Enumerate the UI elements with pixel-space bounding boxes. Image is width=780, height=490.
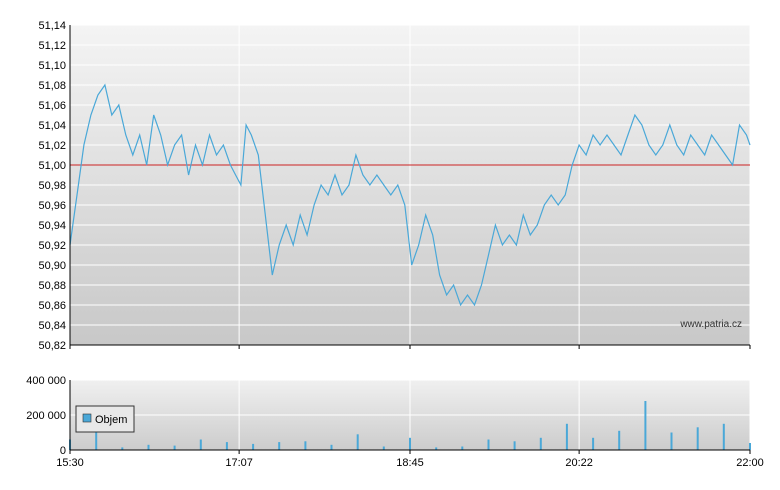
volume-y-tick-label: 200 000 [26,410,66,422]
volume-bar [696,427,699,451]
price-y-tick-label: 50,88 [38,280,66,292]
price-y-tick-label: 51,12 [38,40,66,52]
volume-panel: 400 000 200 000 0 15:30 17:07 18:45 20:22 22:0… [26,375,764,469]
volume-bar [461,446,464,450]
price-y-tick-label: 51,10 [38,60,66,72]
volume-bar [304,441,307,451]
volume-x-tick-labels: 15:30 17:07 18:45 20:22 22:00 [56,450,764,469]
volume-bar [95,425,98,450]
price-y-tick-label: 50,82 [38,340,66,352]
x-tick-label: 15:30 [56,457,84,469]
volume-bar [356,434,359,451]
volume-bar [147,444,150,451]
price-y-tick-label: 51,00 [38,160,66,172]
price-y-tick-label: 50,98 [38,180,66,192]
volume-bar [592,437,595,451]
x-tick-label: 20:22 [565,457,593,469]
price-y-tick-label: 50,96 [38,200,66,212]
price-y-tick-label: 51,08 [38,80,66,92]
legend-swatch [82,413,92,423]
volume-bar [513,441,516,451]
volume-bar [487,439,490,450]
volume-bar [565,423,568,451]
volume-bar [749,443,751,450]
volume-bar [278,442,281,450]
price-y-tick-labels: 51,14 51,12 51,10 51,08 51,06 51,04 51,02 51,00… [38,20,66,352]
volume-bar [382,446,385,450]
volume-bar [173,445,176,450]
volume-bar [252,443,255,450]
volume-bar [644,401,647,450]
price-y-tick-label: 51,04 [38,120,66,132]
volume-bar [199,439,202,450]
price-y-tick-label: 50,90 [38,260,66,272]
price-y-tick-label: 51,06 [38,100,66,112]
watermark: www.patria.cz [679,319,742,330]
volume-y-tick-label: 0 [60,445,66,457]
volume-y-tick-label: 400 000 [26,375,66,387]
price-series-line [69,83,751,307]
x-tick-label: 22:00 [736,457,764,469]
price-y-tick-label: 50,84 [38,320,66,332]
price-y-tick-label: 50,92 [38,240,66,252]
volume-legend: Objem [75,405,135,433]
volume-bar [225,442,228,450]
price-y-tick-label: 51,14 [38,20,66,32]
volume-bar [435,447,438,450]
volume-y-tick-labels: 400 000 200 000 0 [26,375,66,457]
x-tick-label: 18:45 [396,457,424,469]
volume-bar [618,430,621,451]
volume-bar [722,423,725,451]
price-y-tick-label: 50,86 [38,300,66,312]
price-y-tick-label: 50,94 [38,220,66,232]
price-y-tick-label: 51,02 [38,140,66,152]
volume-bars [69,401,751,451]
volume-bar [121,447,124,450]
legend-label: Objem [95,414,127,426]
price-x-tick-marks [69,345,751,349]
volume-bar [539,437,542,451]
volume-bar [330,444,333,451]
volume-bar [409,437,411,451]
x-tick-label: 17:07 [225,457,253,469]
price-panel: 51,14 51,12 51,10 51,08 51,06 51,04 51,02 51,00… [38,20,751,352]
volume-bar [670,432,673,450]
